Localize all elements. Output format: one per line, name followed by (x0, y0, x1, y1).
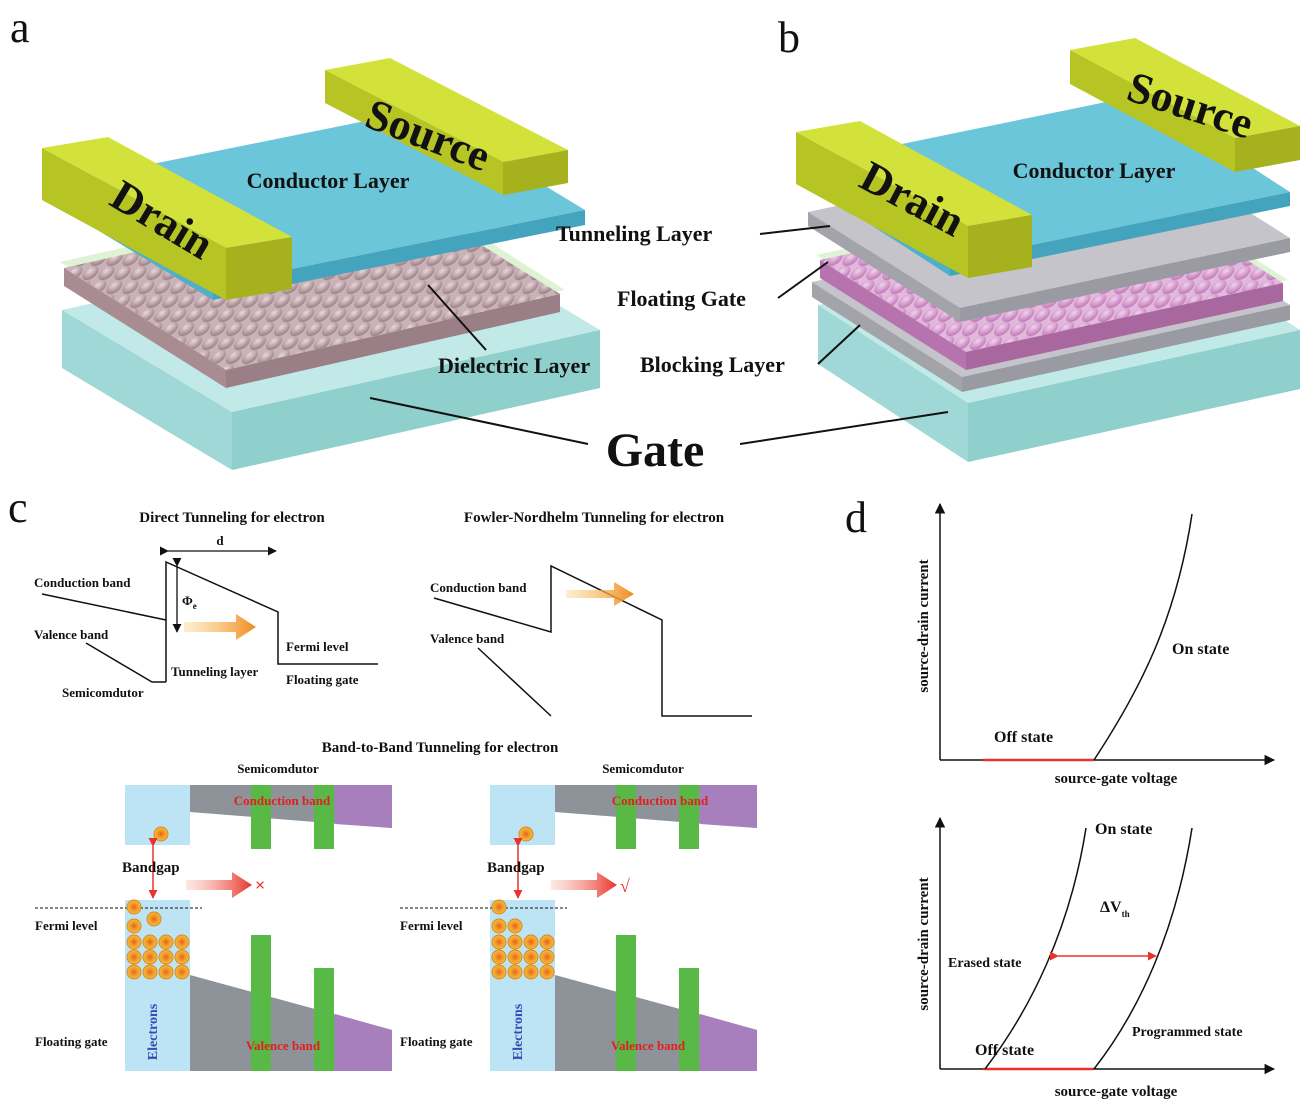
gate-annotation: Gate (369, 397, 949, 477)
d-top-off-state-label: Off state (994, 729, 1053, 746)
gate-leader-line-right (739, 411, 949, 445)
conductor-layer-label-a: Conductor Layer (247, 168, 410, 193)
direct-tunnel-arrow (184, 614, 256, 640)
btb-left-fermi-label: Fermi level (35, 918, 98, 933)
d-bottom-programmed-curve (1093, 827, 1193, 1070)
fowler-tunnel-arrow (566, 582, 634, 606)
btb-left-barrier-top-2 (314, 785, 334, 849)
direct-floating-gate-label: Floating gate (286, 672, 359, 687)
direct-valence-band-label: Valence band (34, 627, 109, 642)
panel-a: a Source (10, 3, 600, 470)
btb-right-fermi-label: Fermi level (400, 918, 463, 933)
panel-b: b (556, 13, 1300, 462)
btb-left-conduction-purple (335, 785, 392, 828)
d-top-on-state-label: On state (1172, 641, 1229, 658)
btb-right-valence-label: Valence band (611, 1038, 686, 1053)
source-electrode-b (1070, 38, 1300, 172)
direct-tunneling-layer-label: Tunneling layer (171, 664, 259, 679)
d-bottom-ylabel: source-drain current (916, 877, 932, 1010)
d-bottom-erased-label: Erased state (948, 956, 1022, 971)
fowler-tunneling-title: Fowler-Nordhelm Tunneling for electron (464, 510, 725, 526)
direct-valence-band-line (85, 642, 166, 683)
btb-left-tunnel-arrow (186, 872, 252, 898)
btb-right-diagram: Semicomdutor Conduction band Valence ban… (400, 761, 757, 1071)
panel-letter-c: c (8, 483, 28, 532)
btb-right-barrier-bottom-2 (679, 968, 699, 1071)
conductor-layer-label-b: Conductor Layer (1013, 158, 1176, 183)
btb-right-barrier-bottom-1 (616, 935, 636, 1071)
btb-tunneling-title: Band-to-Band Tunneling for electron (322, 740, 559, 756)
d-top-plot: source-drain current source-gate voltage… (916, 502, 1276, 787)
panel-d: d source-drain current source-gate volta… (845, 493, 1276, 1100)
d-top-ylabel: source-drain current (916, 559, 932, 692)
btb-left-electron-cluster (126, 899, 190, 980)
btb-left-semiconductor-label: Semicomdutor (237, 761, 319, 776)
fowler-valence-band-line (477, 647, 552, 717)
phi-label: Φe (182, 593, 197, 611)
gate-leader-line-left (369, 397, 589, 445)
d-top-on-curve (1093, 513, 1193, 761)
btb-right-valence-purple (700, 1014, 757, 1071)
blocking-leader-line (817, 324, 861, 365)
panel-letter-b: b (778, 13, 800, 62)
d-bottom-plot: source-drain current source-gate voltage… (916, 816, 1276, 1100)
btb-right-electrons-label: Electrons (511, 1003, 526, 1060)
btb-left-valence-purple (335, 1014, 392, 1071)
floating-gate-label-b: Floating Gate (617, 286, 746, 311)
btb-left-conduction-label: Conduction band (234, 793, 331, 808)
direct-conduction-band-label: Conduction band (34, 575, 131, 590)
dielectric-layer-label: Dielectric Layer (438, 353, 590, 378)
btb-right-pass-mark: √ (620, 876, 630, 896)
fowler-conduction-band-label: Conduction band (430, 580, 527, 595)
blocking-layer-label: Blocking Layer (640, 352, 785, 377)
source-electrode-a (325, 58, 568, 195)
floating-gate-leader-line (777, 261, 829, 299)
direct-barrier-line (165, 560, 378, 665)
btb-left-diagram: Semicomdutor Conduction band Valence ban… (35, 761, 392, 1071)
d-bottom-delta-v-label: ΔVth (1100, 899, 1130, 919)
btb-left-valence-label: Valence band (246, 1038, 321, 1053)
btb-right-barrier-top-1 (616, 785, 636, 849)
btb-right-floating-gate-label: Floating gate (400, 1034, 473, 1049)
direct-tunneling-title: Direct Tunneling for electron (139, 510, 325, 526)
btb-right-tunnel-arrow (551, 872, 617, 898)
btb-left-bandgap-label: Bandgap (122, 860, 180, 876)
panel-c: c Direct Tunneling for electron d Φe Con… (8, 483, 757, 1071)
drain-electrode-a (42, 137, 292, 300)
d-bottom-erased-curve (984, 827, 1087, 1070)
d-bottom-xlabel: source-gate voltage (1055, 1084, 1178, 1100)
fowler-nordheim-diagram: Fowler-Nordhelm Tunneling for electron C… (430, 510, 752, 717)
btb-right-barrier-top-2 (679, 785, 699, 849)
direct-semiconductor-label: Semicomdutor (62, 685, 144, 700)
btb-left-barrier-top-1 (251, 785, 271, 849)
btb-right-free-electron (518, 826, 534, 842)
d-bottom-on-state-label: On state (1095, 821, 1152, 838)
btb-left-floating-gate-label: Floating gate (35, 1034, 108, 1049)
drain-electrode-b (796, 121, 1032, 278)
direct-tunneling-diagram: Direct Tunneling for electron d Φe Condu… (34, 510, 378, 700)
btb-right-semiconductor-label: Semicomdutor (602, 761, 684, 776)
fowler-valence-band-label: Valence band (430, 631, 505, 646)
d-top-xlabel: source-gate voltage (1055, 771, 1178, 787)
btb-right-conduction-label: Conduction band (612, 793, 709, 808)
d-bottom-off-state-label: Off state (975, 1042, 1034, 1059)
tunneling-layer-label: Tunneling Layer (556, 221, 713, 246)
btb-left-free-electron (153, 826, 169, 842)
panel-letter-d: d (845, 493, 867, 542)
barrier-width-label: d (216, 533, 224, 548)
dielectric-leader-line (427, 284, 487, 351)
btb-left-blocked-mark: × (255, 875, 265, 895)
gate-label: Gate (606, 424, 705, 477)
btb-right-electron-cluster (491, 899, 555, 980)
btb-left-barrier-bottom-2 (314, 968, 334, 1071)
direct-fermi-level-label: Fermi level (286, 639, 349, 654)
tunneling-leader-line (759, 225, 831, 235)
btb-left-electrons-label: Electrons (146, 1003, 161, 1060)
d-bottom-programmed-label: Programmed state (1132, 1025, 1243, 1040)
panel-letter-a: a (10, 3, 30, 52)
btb-right-bandgap-label: Bandgap (487, 860, 545, 876)
btb-right-conduction-purple (700, 785, 757, 828)
btb-left-barrier-bottom-1 (251, 935, 271, 1071)
